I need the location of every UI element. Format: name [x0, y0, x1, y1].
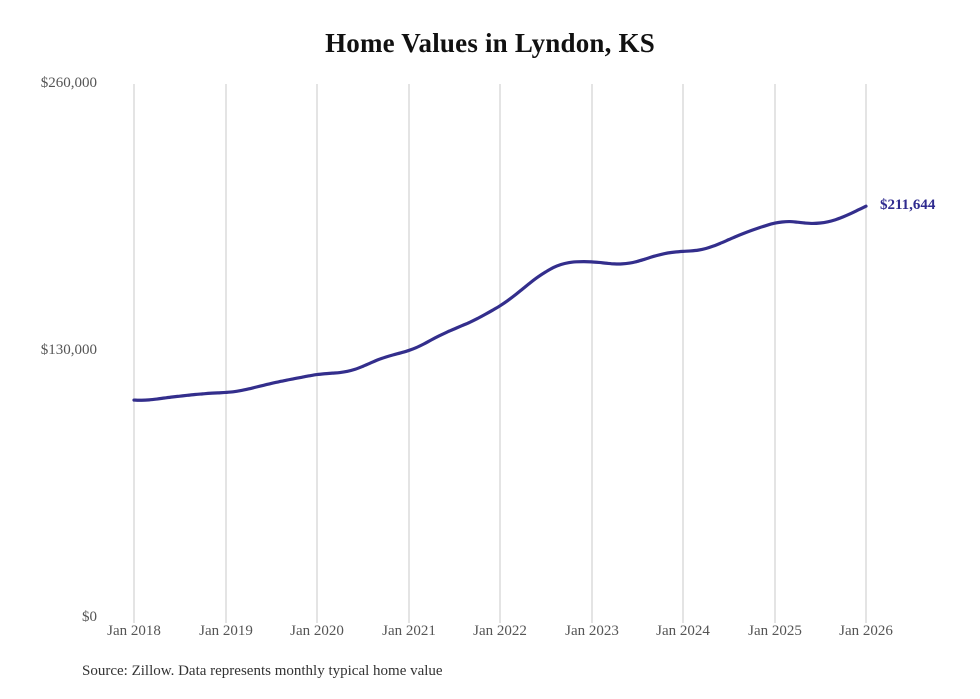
- x-axis-tick-label: Jan 2022: [473, 623, 527, 639]
- x-axis-tick-label: Jan 2020: [290, 623, 344, 639]
- x-axis-tick-label: Jan 2026: [839, 623, 893, 639]
- y-axis-tick-label: $0: [82, 609, 97, 625]
- data-line-group: [132, 204, 868, 402]
- x-axis-tick-label: Jan 2023: [565, 623, 619, 639]
- x-axis-tick-label: Jan 2021: [382, 623, 436, 639]
- data-line: [132, 204, 868, 402]
- x-axis-tick-label: Jan 2025: [748, 623, 802, 639]
- source-note: Source: Zillow. Data represents monthly …: [82, 663, 443, 679]
- y-axis-tick-label: $260,000: [40, 75, 97, 91]
- x-axis-tick-label: Jan 2024: [656, 623, 710, 639]
- y-axis-tick-label: $130,000: [40, 342, 97, 358]
- x-axis-tick-label: Jan 2018: [107, 623, 161, 639]
- x-axis-tick-label: Jan 2019: [199, 623, 253, 639]
- end-value-annotation: $211,644: [880, 197, 936, 214]
- chart-title: Home Values in Lyndon, KS: [325, 28, 655, 58]
- vertical-gridlines: [133, 84, 867, 623]
